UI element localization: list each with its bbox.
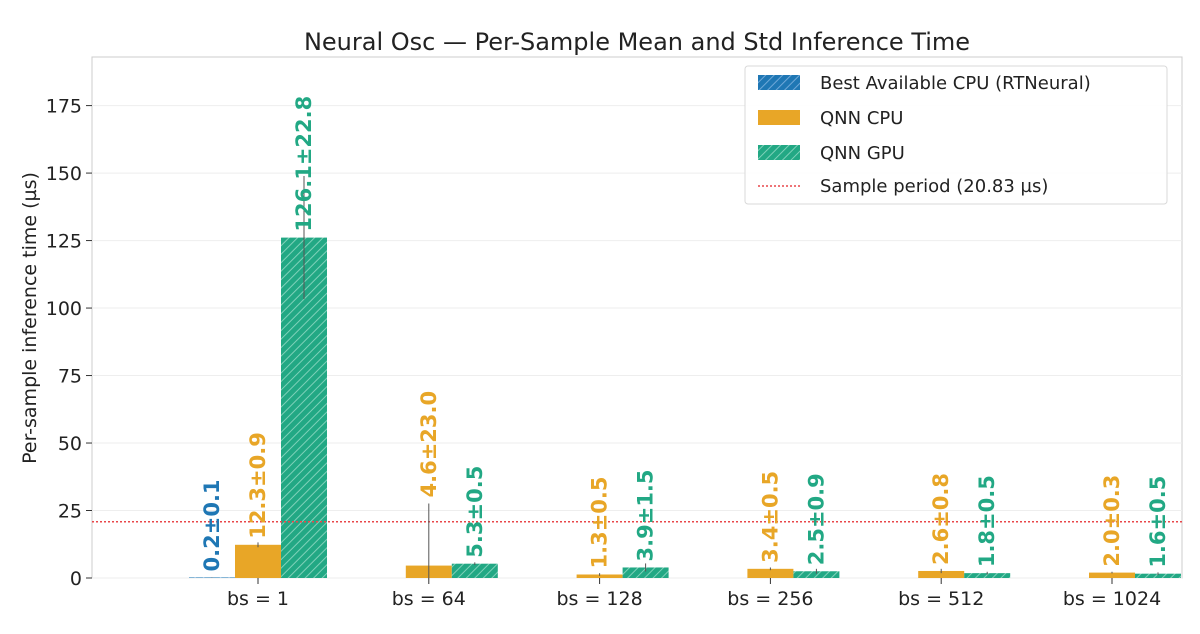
y-tick-label: 0 — [70, 568, 82, 590]
bar-qnn-cpu — [747, 568, 794, 578]
bar-value-label: 0.2±0.1 — [200, 479, 224, 571]
x-axis-ticks: bs = 1 bs = 64 bs = 128 bs = 256 bs = 512 bs … — [227, 578, 1161, 610]
x-tick-label: bs = 512 — [898, 588, 984, 610]
y-tick-label: 150 — [46, 163, 82, 185]
bar-value-label: 1.8±0.5 — [975, 475, 999, 567]
y-tick-label: 100 — [46, 298, 82, 320]
y-tick-label: 125 — [46, 231, 82, 253]
bar-qnn-cpu — [576, 574, 623, 578]
y-tick-label: 75 — [58, 366, 82, 388]
bar-qnn-gpu — [793, 571, 840, 578]
bar-qnn-cpu — [1089, 572, 1135, 578]
legend-label-sample-period: Sample period (20.83 µs) — [820, 176, 1048, 197]
bar-value-label: 5.3±0.5 — [463, 466, 487, 558]
bar-qnn-cpu — [235, 544, 281, 578]
x-tick-label: bs = 256 — [727, 588, 813, 610]
legend-label-qnn-gpu: QNN GPU — [820, 143, 905, 164]
bar-value-label: 1.3±0.5 — [588, 476, 612, 568]
bar-value-label: 2.6±0.8 — [929, 473, 953, 565]
bar-value-label: 2.5±0.9 — [804, 473, 828, 565]
x-tick-label: bs = 1024 — [1063, 588, 1161, 610]
chart-title: Neural Osc — Per-Sample Mean and Std Inf… — [304, 28, 970, 56]
legend-swatch-qnn-gpu — [758, 145, 800, 160]
bar-qnn-gpu — [451, 563, 498, 578]
y-tick-label: 175 — [46, 96, 82, 118]
bar-qnn-gpu — [1135, 573, 1181, 578]
y-tick-label: 50 — [58, 433, 82, 455]
bar-qnn-cpu — [918, 570, 965, 578]
y-tick-label: 25 — [58, 501, 82, 523]
legend-swatch-qnn-cpu — [758, 110, 800, 125]
legend-swatch-rtneural — [758, 75, 800, 90]
y-axis-ticks: 0 25 50 75 100 125 150 175 — [46, 96, 92, 590]
bar-value-label: 4.6±23.0 — [417, 391, 441, 498]
error-bars — [211, 176, 1159, 578]
legend-frame — [744, 65, 1168, 205]
bar-value-label: 1.6±0.5 — [1146, 476, 1170, 568]
x-tick-label: bs = 128 — [556, 588, 642, 610]
bar-labels: 0.2±0.1 12.3±0.9 4.6±23.0 1.3±0.5 3.4±0.5 2.6… — [200, 96, 1170, 572]
x-tick-label: bs = 1 — [227, 588, 289, 610]
bar-value-label: 2.0±0.3 — [1100, 475, 1124, 567]
bar-value-label: 126.1±22.8 — [292, 96, 316, 232]
bar-value-label: 12.3±0.9 — [246, 432, 270, 539]
x-tick-label: bs = 64 — [392, 588, 466, 610]
bar-value-label: 3.9±1.5 — [634, 469, 658, 561]
bar-value-label: 3.4±0.5 — [758, 471, 782, 563]
y-axis-title: Per-sample inference time (µs) — [19, 172, 41, 464]
bar-qnn-gpu — [964, 573, 1011, 578]
legend-label-rtneural: Best Available CPU (RTNeural) — [820, 73, 1091, 94]
legend-label-qnn-cpu: QNN CPU — [820, 108, 903, 129]
legend: Best Available CPU (RTNeural) QNN CPU QN… — [744, 65, 1168, 205]
bar-qnn-gpu — [622, 567, 669, 578]
